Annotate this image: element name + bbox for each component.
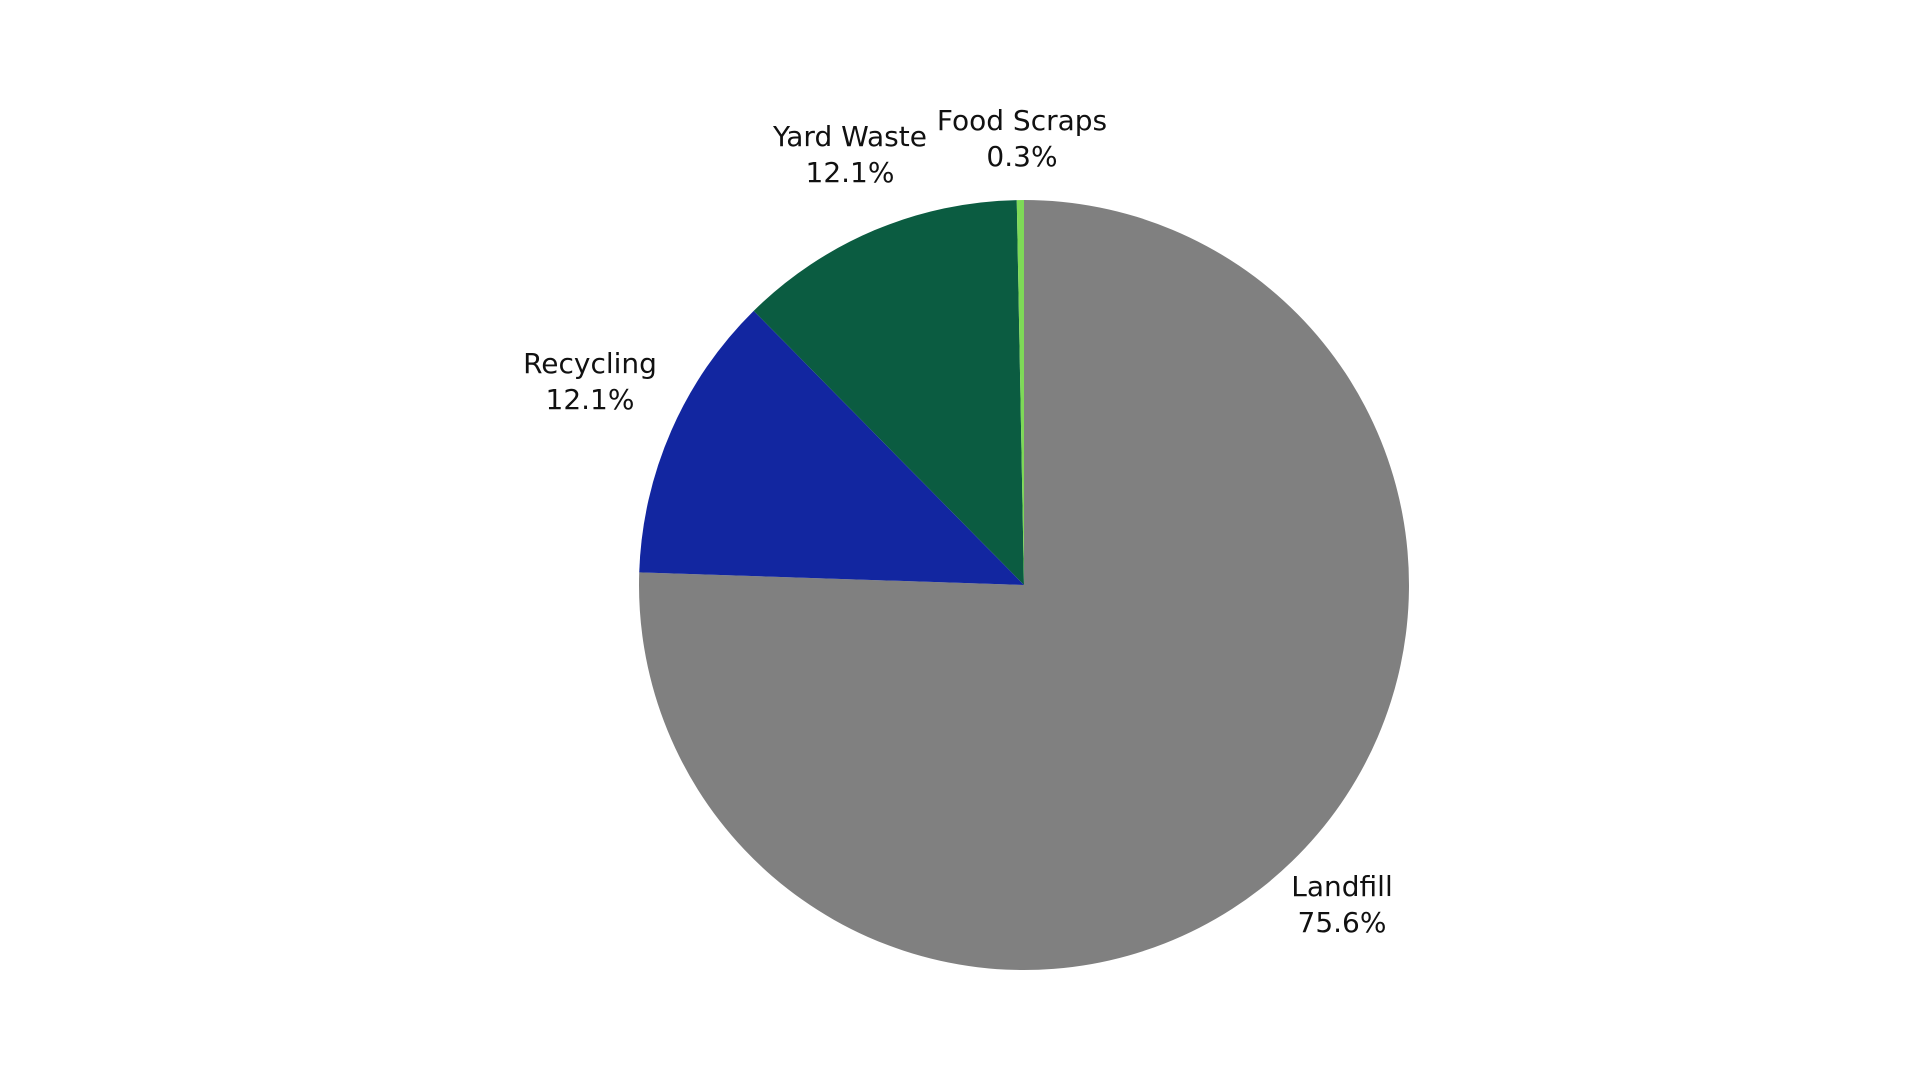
slice-label-yard-waste: Yard Waste [772, 120, 927, 153]
slice-value-yard-waste: 12.1% [806, 156, 895, 189]
pie-slice-yard-waste [753, 200, 1024, 586]
slice-label-landfill: Landfill [1291, 870, 1392, 903]
pie-slice-recycling [639, 310, 1024, 585]
slice-value-food-scraps: 0.3% [986, 140, 1057, 173]
slice-value-recycling: 12.1% [546, 383, 635, 416]
pie-slice-food-scraps [1016, 200, 1024, 585]
slice-label-food-scraps: Food Scraps [937, 104, 1107, 137]
slice-label-recycling: Recycling [523, 347, 657, 380]
pie-slices [638, 200, 1409, 970]
slice-value-landfill: 75.6% [1298, 906, 1387, 939]
